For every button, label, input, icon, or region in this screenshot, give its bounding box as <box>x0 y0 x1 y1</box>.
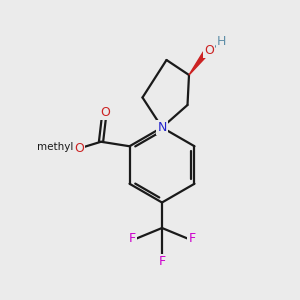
Text: N: N <box>157 121 167 134</box>
Text: O: O <box>74 142 84 155</box>
Text: methyl: methyl <box>37 142 74 152</box>
Text: F: F <box>188 232 196 245</box>
Text: F: F <box>158 255 166 268</box>
Text: O: O <box>100 106 110 119</box>
Polygon shape <box>189 52 208 75</box>
Text: F: F <box>128 232 136 245</box>
Text: H: H <box>217 35 226 48</box>
Text: O: O <box>204 44 214 58</box>
